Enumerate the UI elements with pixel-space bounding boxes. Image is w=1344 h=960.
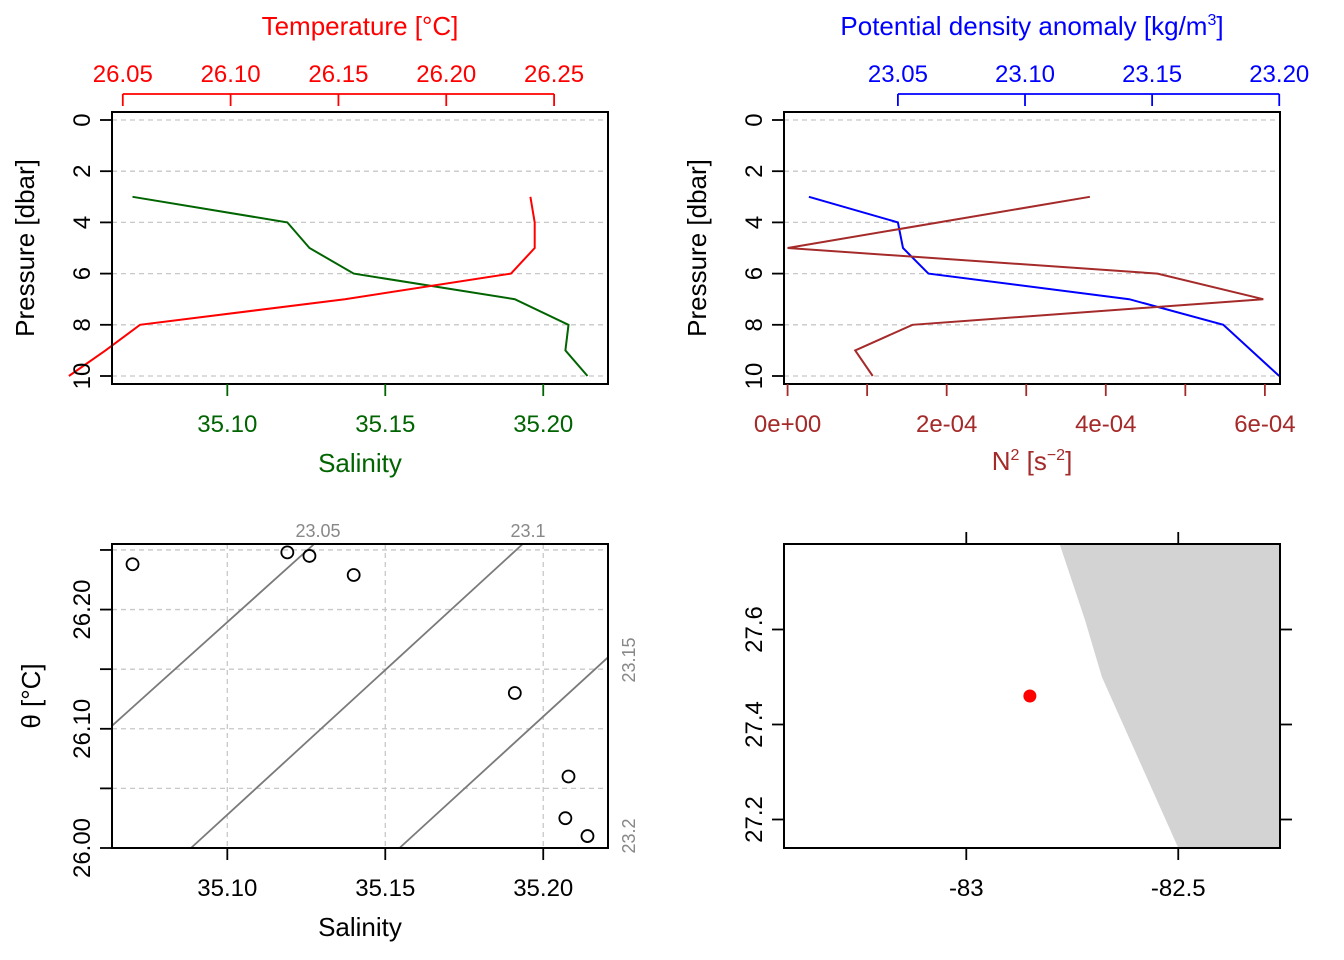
y-tick-label: 26.00 <box>69 818 96 878</box>
y-tick-label: 2 <box>69 165 96 178</box>
y-tick-label: 6 <box>741 267 768 280</box>
ts-point <box>561 769 576 784</box>
y-tick-label: 26.10 <box>69 699 96 759</box>
series-line-salinity <box>132 195 589 377</box>
isopycnal-label: 23.05 <box>295 521 340 541</box>
ts-point <box>558 811 573 826</box>
ts-point <box>580 829 595 843</box>
x-top-tick-label: 26.20 <box>416 61 476 88</box>
y-tick-label: 10 <box>69 363 96 390</box>
y-axis-title: Pressure [dbar] <box>682 159 712 337</box>
isopycnal-line <box>190 543 524 849</box>
x-top-tick-label: 23.20 <box>1249 61 1309 88</box>
x-top-axis-title: Potential density anomaly [kg/m3] <box>840 11 1223 41</box>
panel-station-map: -83 -82.5 27.2 27.4 27.6 <box>741 532 1292 902</box>
isopycnal-line <box>111 543 315 727</box>
x-top-axis-title: Temperature [°C] <box>262 11 459 41</box>
ts-point <box>507 686 522 700</box>
x-top-tick-label: 23.15 <box>1122 61 1182 88</box>
ts-point <box>125 557 140 572</box>
panel-temperature-salinity-profile: 0 2 4 6 8 10 Pressure [dbar] 35.10 35.15 35.20 26.… <box>10 11 609 478</box>
lat-tick-label: 27.6 <box>741 606 768 653</box>
coastline-land <box>1059 544 1280 848</box>
series-line-potential-density-anomaly <box>808 195 1280 377</box>
x-top-tick-label: 26.25 <box>524 61 584 88</box>
x-axis-title: Salinity <box>318 912 402 942</box>
x-tick-label: 35.15 <box>355 875 415 902</box>
y-tick-label: 26.20 <box>69 580 96 640</box>
ts-point <box>280 545 295 560</box>
y-tick-label: 6 <box>69 267 96 280</box>
station-marker <box>1023 689 1037 703</box>
y-tick-label: 0 <box>741 113 768 126</box>
lon-tick-label: -82.5 <box>1151 875 1206 902</box>
isopycnal-label: 23.1 <box>510 521 545 541</box>
isopycnal-label: 23.15 <box>619 637 639 682</box>
plot-frame <box>111 111 609 385</box>
ts-point <box>302 549 317 563</box>
panel-ts-diagram: 23.05 23.1 23.15 23.2 35.10 35.15 35.20 Salinit… <box>16 521 639 942</box>
panel-density-n2-profile: 0 2 4 6 8 10 Pressure [dbar] 0e+00 2e-04 4e-04 6e-… <box>682 11 1309 476</box>
isopycnal-line <box>398 656 609 849</box>
x-top-tick-label: 26.10 <box>201 61 261 88</box>
x-bottom-tick-label: 6e-04 <box>1234 411 1295 438</box>
plot-frame <box>783 111 1281 385</box>
x-tick-label: 35.10 <box>197 875 257 902</box>
y-axis-title: Pressure [dbar] <box>10 159 40 337</box>
x-top-tick-label: 23.05 <box>868 61 928 88</box>
y-tick-label: 10 <box>741 363 768 390</box>
x-bottom-tick-label: 35.15 <box>355 411 415 438</box>
x-top-tick-label: 26.05 <box>93 61 153 88</box>
x-bottom-tick-label: 35.20 <box>513 411 573 438</box>
series-line-n- <box>787 195 1264 377</box>
y-tick-label: 8 <box>69 318 96 331</box>
x-bottom-tick-label: 35.10 <box>197 411 257 438</box>
x-bottom-axis-title: N2 [s−2] <box>992 446 1073 476</box>
y-tick-label: 2 <box>741 165 768 178</box>
lat-tick-label: 27.2 <box>741 796 768 843</box>
y-tick-label: 4 <box>741 216 768 229</box>
x-top-tick-label: 26.15 <box>308 61 368 88</box>
x-tick-label: 35.20 <box>513 875 573 902</box>
y-tick-label: 4 <box>69 216 96 229</box>
isopycnal-label: 23.2 <box>619 818 639 853</box>
lat-tick-label: 27.4 <box>741 701 768 748</box>
lon-tick-label: -83 <box>949 875 984 902</box>
y-axis-title: θ [°C] <box>16 663 46 728</box>
series-line-temperature <box>68 196 536 377</box>
x-top-tick-label: 23.10 <box>995 61 1055 88</box>
x-bottom-axis-title: Salinity <box>318 448 402 478</box>
plot-frame <box>111 543 609 849</box>
ts-point <box>346 568 361 582</box>
map-frame <box>783 543 1281 849</box>
x-bottom-tick-label: 2e-04 <box>916 411 977 438</box>
x-bottom-tick-label: 0e+00 <box>754 411 821 438</box>
y-tick-label: 8 <box>741 318 768 331</box>
x-bottom-tick-label: 4e-04 <box>1075 411 1136 438</box>
y-tick-label: 0 <box>69 113 96 126</box>
